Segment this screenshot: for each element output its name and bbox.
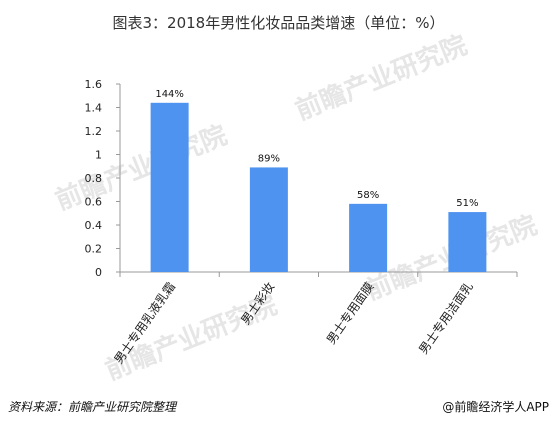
y-tick-label: 0.4 [85, 219, 103, 232]
y-tick-label: 0.6 [85, 196, 103, 209]
y-tick-label: 1 [95, 149, 102, 162]
watermark-text: 前瞻产业研究院 [291, 30, 471, 127]
y-tick-label: 1.2 [85, 125, 103, 138]
data-label: 51% [456, 198, 478, 209]
y-tick-label: 0 [95, 266, 102, 279]
x-tick-label: 男士专用面膜 [323, 279, 377, 347]
source-note: 资料来源：前瞻产业研究院整理 [8, 400, 177, 414]
chart-title: 图表3：2018年男性化妆品品类增速（单位：%） [112, 14, 445, 32]
y-tick-label: 0.8 [85, 172, 103, 185]
bar [249, 167, 288, 272]
y-tick-label: 0.2 [85, 243, 103, 256]
data-label: 89% [258, 153, 280, 164]
footer: 资料来源：前瞻产业研究院整理 @前瞻经济学人APP [8, 398, 549, 418]
x-tick-label: 男士专用洁面乳 [415, 279, 475, 356]
data-label: 58% [357, 190, 379, 201]
bar [349, 203, 388, 272]
watermark-text: 前瞻产业研究院 [51, 120, 231, 217]
y-tick-label: 1.6 [85, 78, 103, 91]
bar [150, 102, 189, 272]
bar [448, 212, 487, 272]
brand-credit: @前瞻经济学人APP [442, 400, 549, 414]
y-tick-label: 1.4 [85, 102, 103, 115]
data-label: 144% [155, 89, 184, 100]
